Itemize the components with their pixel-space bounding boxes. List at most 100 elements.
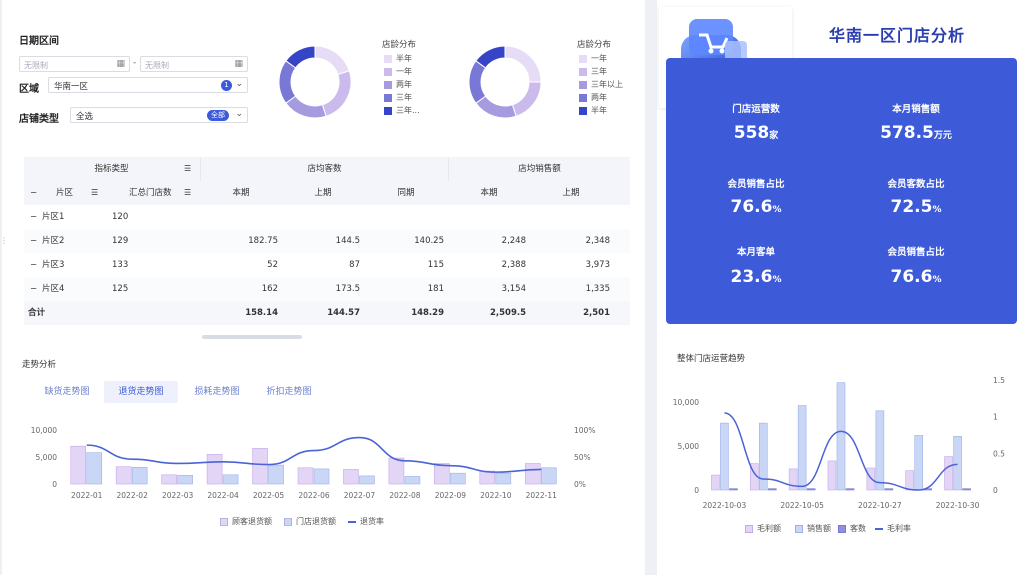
line-series [724, 412, 958, 491]
bar [495, 472, 512, 485]
collapse-icon[interactable]: − [30, 260, 38, 270]
donut-slice [314, 45, 350, 76]
horizontal-scrollbar[interactable] [202, 335, 302, 339]
region-select[interactable]: 华南一区 1 ⌄ [48, 77, 248, 93]
table-row: − 片区1 120 [24, 205, 630, 229]
bar [875, 410, 885, 491]
legend-label: 销售额 [807, 524, 831, 533]
bar [222, 474, 239, 485]
col-last: 上期 [314, 188, 332, 198]
drag-handle-icon[interactable]: ⋮ [0, 236, 8, 245]
date-range-label: 日期区间 [19, 36, 59, 47]
legend-label: 毛利率 [887, 524, 911, 533]
collapse-icon[interactable]: − [30, 188, 38, 198]
table-cell [200, 205, 278, 229]
bar [827, 460, 837, 491]
tab-discount-trend[interactable]: 折扣走势图 [266, 387, 312, 397]
store-type-label: 店铺类型 [19, 114, 59, 125]
legend-label: 一年 [396, 67, 412, 76]
legend-swatch [384, 67, 392, 76]
legend-label: 三年以上 [591, 80, 623, 89]
bar [758, 422, 768, 491]
y-tick-label: 10,000 [673, 398, 699, 407]
bar [720, 422, 729, 491]
date-end-input[interactable]: 无限制 ▦ [140, 56, 248, 72]
kpi-label: 门店运营数 [732, 104, 780, 115]
x-tick-label: 2022-10 [480, 491, 512, 500]
bar [788, 468, 798, 491]
legend-item: 毛利额 [745, 524, 781, 534]
calendar-icon[interactable]: ▦ [234, 59, 243, 69]
calendar-icon[interactable]: ▦ [116, 59, 125, 69]
collapse-icon[interactable]: − [30, 284, 38, 294]
legend-label: 门店退货额 [296, 517, 336, 526]
bar [70, 445, 87, 485]
bar [86, 452, 103, 485]
right-panel: 华南一区门店分析 门店运营数 558家 本月销售额 578.5万元 会员销售占比… [657, 0, 1024, 575]
store-type-select[interactable]: 全选 全部 ⌄ [70, 107, 248, 123]
bar [711, 474, 720, 491]
bar [962, 488, 971, 491]
bar [297, 467, 314, 485]
tab-loss-trend[interactable]: 损耗走势图 [194, 387, 240, 397]
date-start-input[interactable]: 无限制 ▦ [19, 56, 130, 72]
donut-slice [278, 60, 297, 104]
bar [252, 448, 268, 485]
kpi-value: 23.6% [730, 267, 782, 287]
y2-tick-label: 0% [574, 480, 586, 489]
legend-swatch [795, 524, 803, 533]
y2-tick-label: 1 [993, 413, 998, 422]
collapse-icon[interactable]: − [30, 212, 38, 222]
legend-item: 两年 [579, 93, 607, 103]
header-group-sales: 店均销售额 [448, 157, 630, 181]
collapse-icon[interactable]: − [30, 236, 38, 246]
x-tick-label: 2022-02 [117, 491, 149, 500]
table-cell: 2,388 [501, 260, 526, 270]
legend-label: 三年 [591, 67, 607, 76]
bar [797, 405, 807, 491]
legend-item: 顾客退货额 [220, 517, 272, 527]
bar [206, 453, 223, 485]
x-tick-label: 2022-08 [389, 491, 421, 500]
legend-swatch [384, 93, 392, 102]
legend-label: 三年 [396, 93, 412, 102]
legend-item: 一年 [384, 67, 412, 77]
chevron-down-icon[interactable]: ⌄ [235, 109, 243, 119]
row-region: 片区1 [42, 212, 65, 222]
sort-icon[interactable]: ☰ [91, 188, 99, 197]
sort-icon[interactable]: ☰ [184, 164, 192, 173]
legend-swatch [579, 93, 587, 102]
total-last-sales: 2,501 [583, 308, 610, 318]
bar [177, 475, 193, 485]
legend-swatch [284, 517, 292, 526]
legend-swatch [220, 517, 228, 526]
legend-item: 半年 [384, 54, 412, 64]
region-count-badge: 1 [221, 80, 232, 91]
bar [404, 476, 421, 485]
legend-item: 三年 [384, 93, 412, 103]
x-tick-label: 2022-10-03 [703, 501, 747, 510]
legend-label: 两年 [591, 93, 607, 102]
kpi-card: 门店运营数 558家 本月销售额 578.5万元 会员销售占比 76.6% 会员… [666, 58, 1017, 324]
bar [115, 466, 132, 485]
table-cell: 1,335 [585, 284, 610, 294]
y2-tick-label: 50% [574, 453, 591, 462]
bar [944, 456, 953, 491]
col-current-sales: 本期 [480, 188, 498, 198]
header-group-customers: 店均客数 [200, 157, 448, 181]
bar [729, 488, 738, 491]
sort-icon[interactable]: ☰ [184, 188, 192, 197]
table-cell: 52 [267, 260, 278, 270]
tab-stockout-trend[interactable]: 缺货走势图 [44, 387, 90, 397]
legend-swatch [745, 524, 753, 533]
table-cell [448, 205, 526, 229]
store-type-badge: 全部 [207, 110, 229, 121]
table-cell: 140.25 [414, 236, 444, 246]
y-tick-label: 5,000 [678, 442, 700, 451]
total-last: 144.57 [327, 308, 360, 318]
tab-return-trend[interactable]: 退货走势图 [104, 381, 178, 403]
legend-item: 两年 [384, 80, 412, 90]
chevron-down-icon[interactable]: ⌄ [235, 79, 243, 89]
kpi-label: 会员销售占比 [887, 247, 945, 258]
legend-swatch [384, 106, 392, 115]
